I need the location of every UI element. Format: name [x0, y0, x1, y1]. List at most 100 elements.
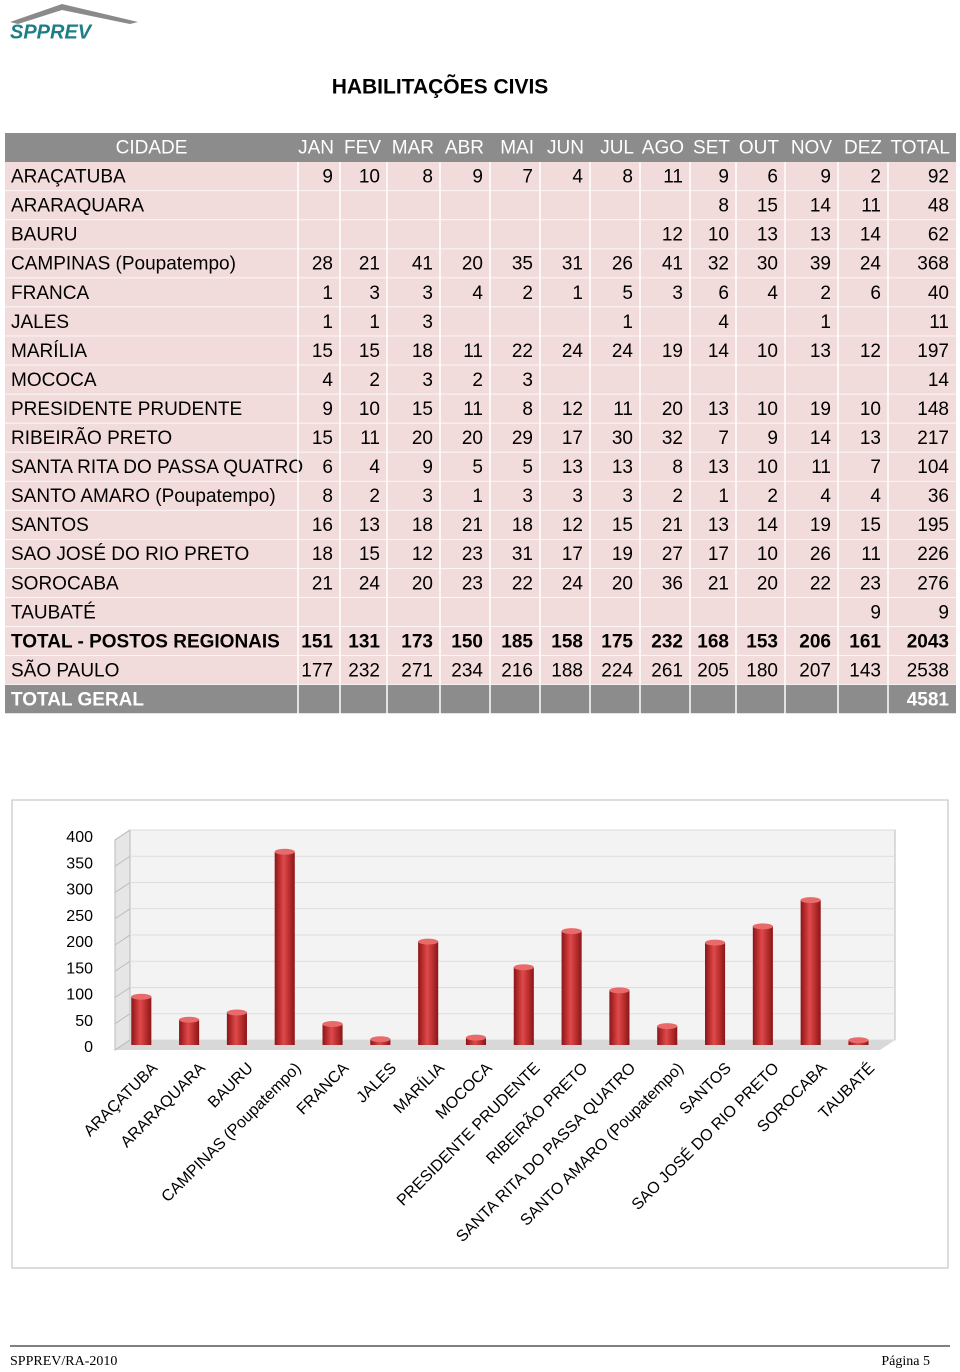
row-bg	[5, 597, 956, 627]
row-label: MOCOCA	[11, 370, 97, 391]
bar-top	[274, 848, 295, 855]
cell: 175	[601, 631, 633, 652]
y-tick-label: 150	[66, 960, 93, 977]
cell: 3	[672, 283, 683, 304]
cell: 19	[662, 341, 683, 362]
cell: 23	[860, 573, 881, 594]
cell: 15	[612, 515, 633, 536]
bar	[513, 967, 534, 1045]
cell: 153	[746, 631, 778, 652]
cell: 2	[472, 370, 483, 391]
column-header: OUT	[739, 138, 780, 159]
cell: 24	[359, 573, 381, 594]
cell: 9	[472, 167, 483, 188]
cell: 11	[861, 544, 881, 565]
row-label: SAO JOSÉ DO RIO PRETO	[11, 544, 249, 565]
cell: 16	[312, 515, 333, 536]
cell: 20	[412, 573, 433, 594]
cell: 6	[718, 283, 729, 304]
row-bg	[5, 539, 956, 569]
cell: 14	[757, 515, 779, 536]
bar-top	[131, 993, 152, 1000]
cell: 20	[757, 573, 778, 594]
column-header: JAN	[298, 138, 334, 159]
row-label: CAMPINAS (Poupatempo)	[11, 254, 236, 275]
grid-line	[114, 855, 131, 867]
bar	[322, 1024, 343, 1045]
y-tick-label: 100	[66, 987, 93, 1004]
cell: 2	[767, 486, 778, 507]
cell: 4	[369, 457, 380, 478]
cell: 14	[810, 428, 832, 449]
cell: 8	[522, 399, 533, 420]
cell: 15	[359, 341, 380, 362]
cell: 10	[359, 399, 380, 420]
cell: 197	[917, 341, 949, 362]
title: HABILITAÇÕES CIVIS	[332, 75, 549, 99]
cell: 10	[708, 225, 729, 246]
cell: 20	[662, 399, 683, 420]
y-tick-label: 50	[75, 1013, 93, 1030]
cell: 6	[870, 283, 881, 304]
cell: 15	[412, 399, 433, 420]
cell: 22	[512, 573, 533, 594]
cell: 1	[369, 312, 380, 333]
row-bg	[5, 249, 956, 279]
row-label: SANTO AMARO (Poupatempo)	[11, 486, 276, 507]
grid-line	[114, 908, 131, 920]
cell: 13	[708, 515, 729, 536]
bar-top	[370, 1036, 391, 1043]
column-header: MAR	[392, 138, 434, 159]
cell: 15	[757, 196, 778, 217]
cell: 32	[662, 428, 683, 449]
cell: 5	[522, 457, 533, 478]
row-label: MARÍLIA	[11, 341, 87, 362]
cell: 13	[359, 515, 380, 536]
cell: 20	[462, 428, 483, 449]
cell: 205	[697, 660, 729, 681]
cell: 12	[562, 399, 583, 420]
cell: 10	[860, 399, 881, 420]
row-label: SÃO PAULO	[11, 659, 119, 681]
row-label: SOROCABA	[11, 573, 119, 594]
row-bg	[5, 220, 956, 250]
row-bg	[5, 336, 956, 366]
cell: 11	[861, 196, 881, 217]
cell: 177	[301, 660, 333, 681]
y-tick-label: 400	[66, 829, 93, 846]
cell: 2538	[907, 660, 949, 681]
row-bg	[5, 481, 956, 511]
cell: 28	[312, 254, 333, 275]
cell: 29	[512, 428, 533, 449]
column-header: JUL	[600, 138, 634, 159]
column-header: ABR	[445, 138, 484, 159]
cell: 9	[322, 167, 333, 188]
cell: 226	[917, 544, 949, 565]
row-label: JALES	[11, 312, 69, 333]
cell: 276	[917, 573, 949, 594]
table: CIDADE JAN FEV MAR ABR MAI JUN JUL AGO SET OUT NOV D…	[5, 133, 956, 715]
cell: 1	[622, 312, 633, 333]
column-header: FEV	[344, 138, 381, 159]
chart-floor	[115, 1040, 895, 1050]
cell: 6	[767, 167, 778, 188]
row-bg	[5, 394, 956, 424]
cell: 22	[810, 573, 831, 594]
cell: 9	[870, 602, 881, 623]
row-bg	[5, 423, 956, 453]
bar-top	[609, 987, 630, 994]
row-label: ARAÇATUBA	[11, 167, 126, 188]
cell: 18	[412, 341, 433, 362]
column-header: TOTAL	[891, 138, 950, 159]
logo-roof	[10, 4, 138, 24]
bar-top	[179, 1016, 200, 1023]
cell: 7	[870, 457, 881, 478]
cell: 1	[718, 486, 729, 507]
y-tick-label: 200	[66, 934, 93, 951]
cell: 216	[501, 660, 533, 681]
bar-top	[465, 1034, 487, 1041]
cell: 2	[522, 283, 533, 304]
cell: 168	[697, 631, 729, 652]
y-tick-label: 0	[84, 1039, 93, 1056]
cell: 3	[422, 370, 433, 391]
